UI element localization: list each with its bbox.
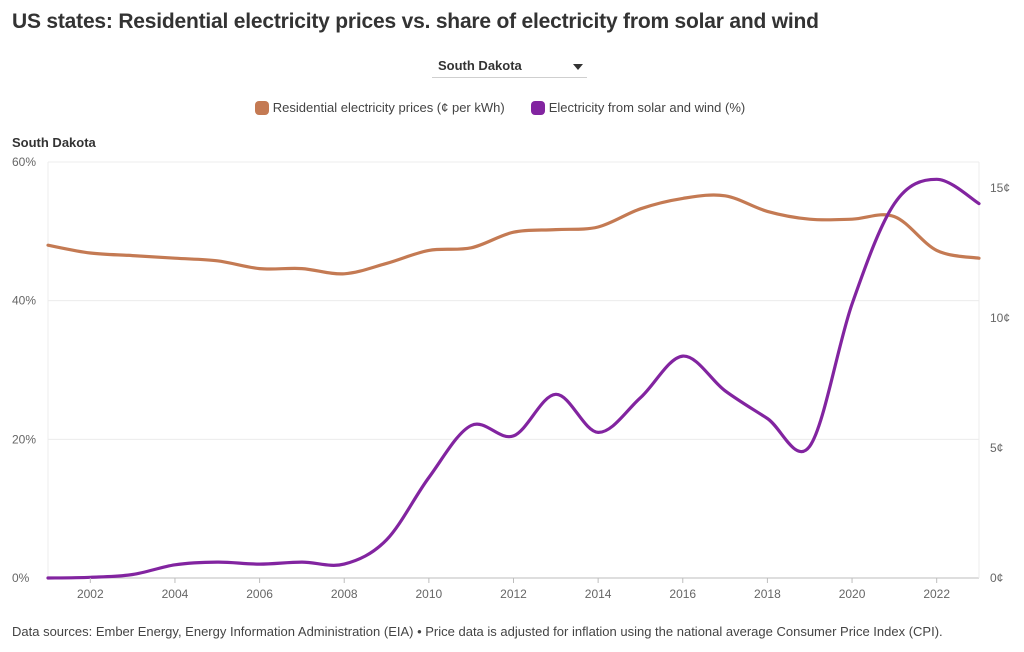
series-line-price[interactable]	[46, 193, 981, 276]
series-lines	[46, 177, 981, 580]
legend-label-price: Residential electricity prices (¢ per kW…	[272, 100, 505, 115]
x-tick-label: 2010	[416, 587, 443, 601]
x-tick-label: 2016	[669, 587, 696, 601]
legend-item-price[interactable]: Residential electricity prices (¢ per kW…	[254, 100, 505, 115]
chevron-down-icon	[573, 64, 583, 70]
x-tick-label: 2002	[77, 587, 104, 601]
x-tick-label: 2018	[754, 587, 781, 601]
chart-title: US states: Residential electricity price…	[12, 10, 819, 33]
series-line-solar-wind[interactable]	[46, 177, 981, 580]
y-right-tick-label: 10¢	[990, 311, 1010, 325]
legend-item-solar-wind[interactable]: Electricity from solar and wind (%)	[530, 100, 746, 115]
state-dropdown[interactable]: South Dakota	[432, 55, 587, 78]
legend-label-solar-wind: Electricity from solar and wind (%)	[548, 100, 746, 115]
y-right-tick-label: 5¢	[990, 441, 1003, 455]
y-right-tick-label: 0¢	[990, 571, 1003, 585]
y-left-tick-label: 60%	[12, 155, 36, 169]
gridlines	[47, 161, 980, 579]
state-dropdown-value: South Dakota	[438, 58, 522, 73]
legend-swatch-price	[254, 100, 269, 115]
x-tick-label: 2022	[923, 587, 950, 601]
x-tick-label: 2008	[331, 587, 358, 601]
x-tick-label: 2004	[162, 587, 189, 601]
axes: 0% 20% 40% 60% 0¢ 5¢ 10¢ 15¢ 2002 2004 2006 2008 201…	[12, 155, 1010, 601]
x-tick-label: 2014	[585, 587, 612, 601]
source-note: Data sources: Ember Energy, Energy Infor…	[12, 624, 943, 639]
y-left-tick-label: 0%	[12, 571, 30, 585]
x-tick-label: 2006	[246, 587, 273, 601]
legend-swatch-solar-wind	[530, 100, 545, 115]
panel-label: South Dakota	[12, 135, 96, 150]
y-left-tick-label: 40%	[12, 294, 36, 308]
y-right-tick-label: 15¢	[990, 181, 1010, 195]
x-tick-label: 2012	[500, 587, 527, 601]
y-left-tick-label: 20%	[12, 432, 36, 446]
legend: Residential electricity prices (¢ per kW…	[0, 100, 1000, 115]
x-tick-label: 2020	[839, 587, 866, 601]
